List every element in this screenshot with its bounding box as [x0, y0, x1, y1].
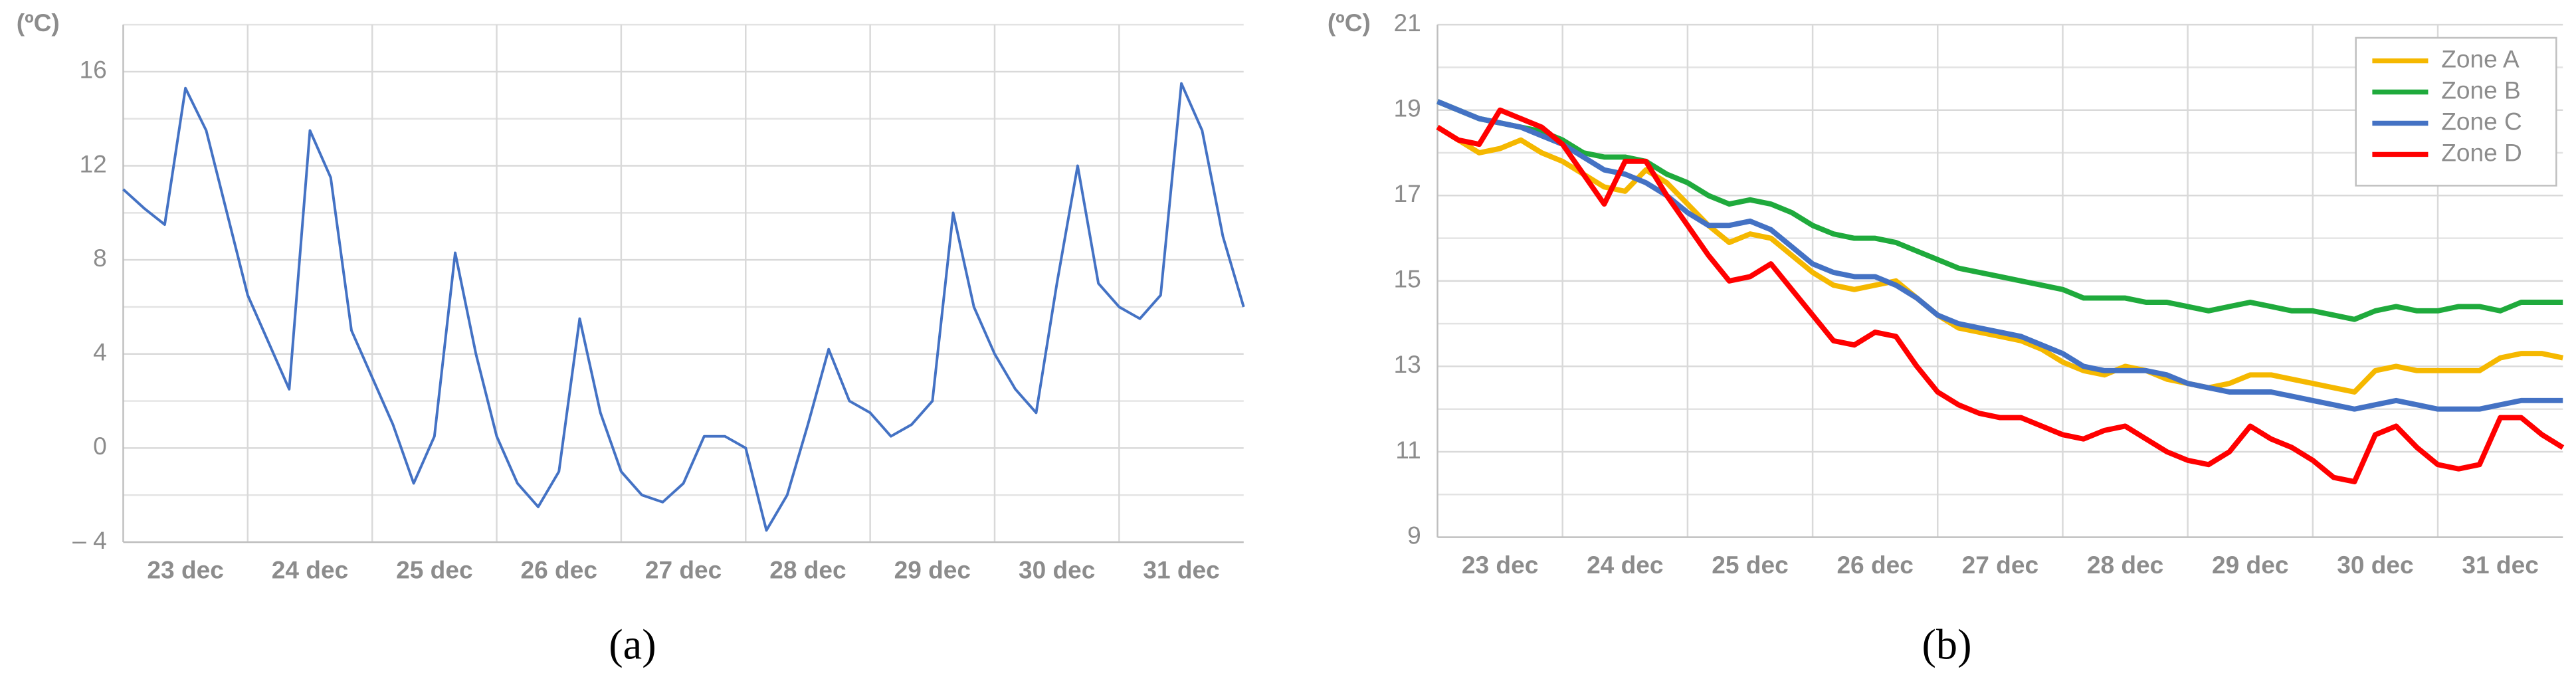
x-tick-label: 31 dec: [1143, 555, 1219, 583]
y-tick-label: 8: [93, 244, 107, 272]
y-axis-label: (ºC): [1328, 9, 1371, 37]
x-tick-label: 28 dec: [2087, 551, 2163, 579]
x-tick-label: 23 dec: [1462, 551, 1538, 579]
panel: 9 11 13 15 17 19 21 23 dec 24 dec 25 dec 26 dec 27 …: [1328, 9, 2565, 668]
y-tick-label: 9: [1407, 521, 1421, 549]
x-tick-label: 31 dec: [2462, 551, 2538, 579]
legend-label: Zone B: [2441, 76, 2521, 104]
x-tick-label: 29 dec: [2212, 551, 2288, 579]
series-line: [1437, 99, 2563, 322]
y-tick-label: 12: [79, 149, 106, 177]
x-tick-label: 25 dec: [1712, 551, 1788, 579]
y-tick-label: 0: [93, 432, 107, 460]
y-tick-label: 19: [1394, 94, 1421, 122]
x-tick-label: 27 dec: [1962, 551, 2038, 579]
panel-caption: (b): [1922, 621, 1972, 668]
series-line: [1436, 125, 2564, 395]
x-tick-label: 24 dec: [1587, 551, 1663, 579]
x-tick-label: 29 dec: [894, 555, 971, 583]
y-tick-label: 16: [79, 56, 106, 84]
panel-caption: (a): [609, 621, 656, 668]
panel: – 4 0 4 8 12 16 23 dec 24 dec 25 dec 26 dec 27 dec…: [17, 9, 1245, 668]
x-tick-label: 25 dec: [396, 555, 472, 583]
x-tick-label: 27 dec: [645, 555, 722, 583]
y-tick-label: 17: [1394, 179, 1421, 207]
legend-label: Zone A: [2441, 45, 2520, 72]
legend-label: Zone D: [2441, 138, 2522, 166]
x-tick-label: 28 dec: [769, 555, 846, 583]
y-tick-label: 11: [1395, 436, 1421, 464]
x-tick-label: 24 dec: [272, 555, 348, 583]
series-line: [1436, 107, 2565, 484]
y-tick-label: 4: [93, 338, 107, 366]
x-tick-label: 30 dec: [2337, 551, 2413, 579]
y-tick-label: 15: [1394, 265, 1421, 293]
y-axis-label: (ºC): [17, 9, 60, 37]
y-tick-label: 13: [1394, 350, 1421, 378]
x-tick-label: 23 dec: [147, 555, 223, 583]
x-tick-label: 30 dec: [1019, 555, 1095, 583]
legend-label: Zone C: [2441, 107, 2522, 135]
series-line: [1437, 99, 2563, 412]
y-tick-label: 21: [1394, 9, 1421, 37]
x-tick-label: 26 dec: [521, 555, 597, 583]
y-tick-label: – 4: [72, 526, 107, 554]
data-line: [122, 82, 1245, 532]
x-tick-label: 26 dec: [1836, 551, 1913, 579]
